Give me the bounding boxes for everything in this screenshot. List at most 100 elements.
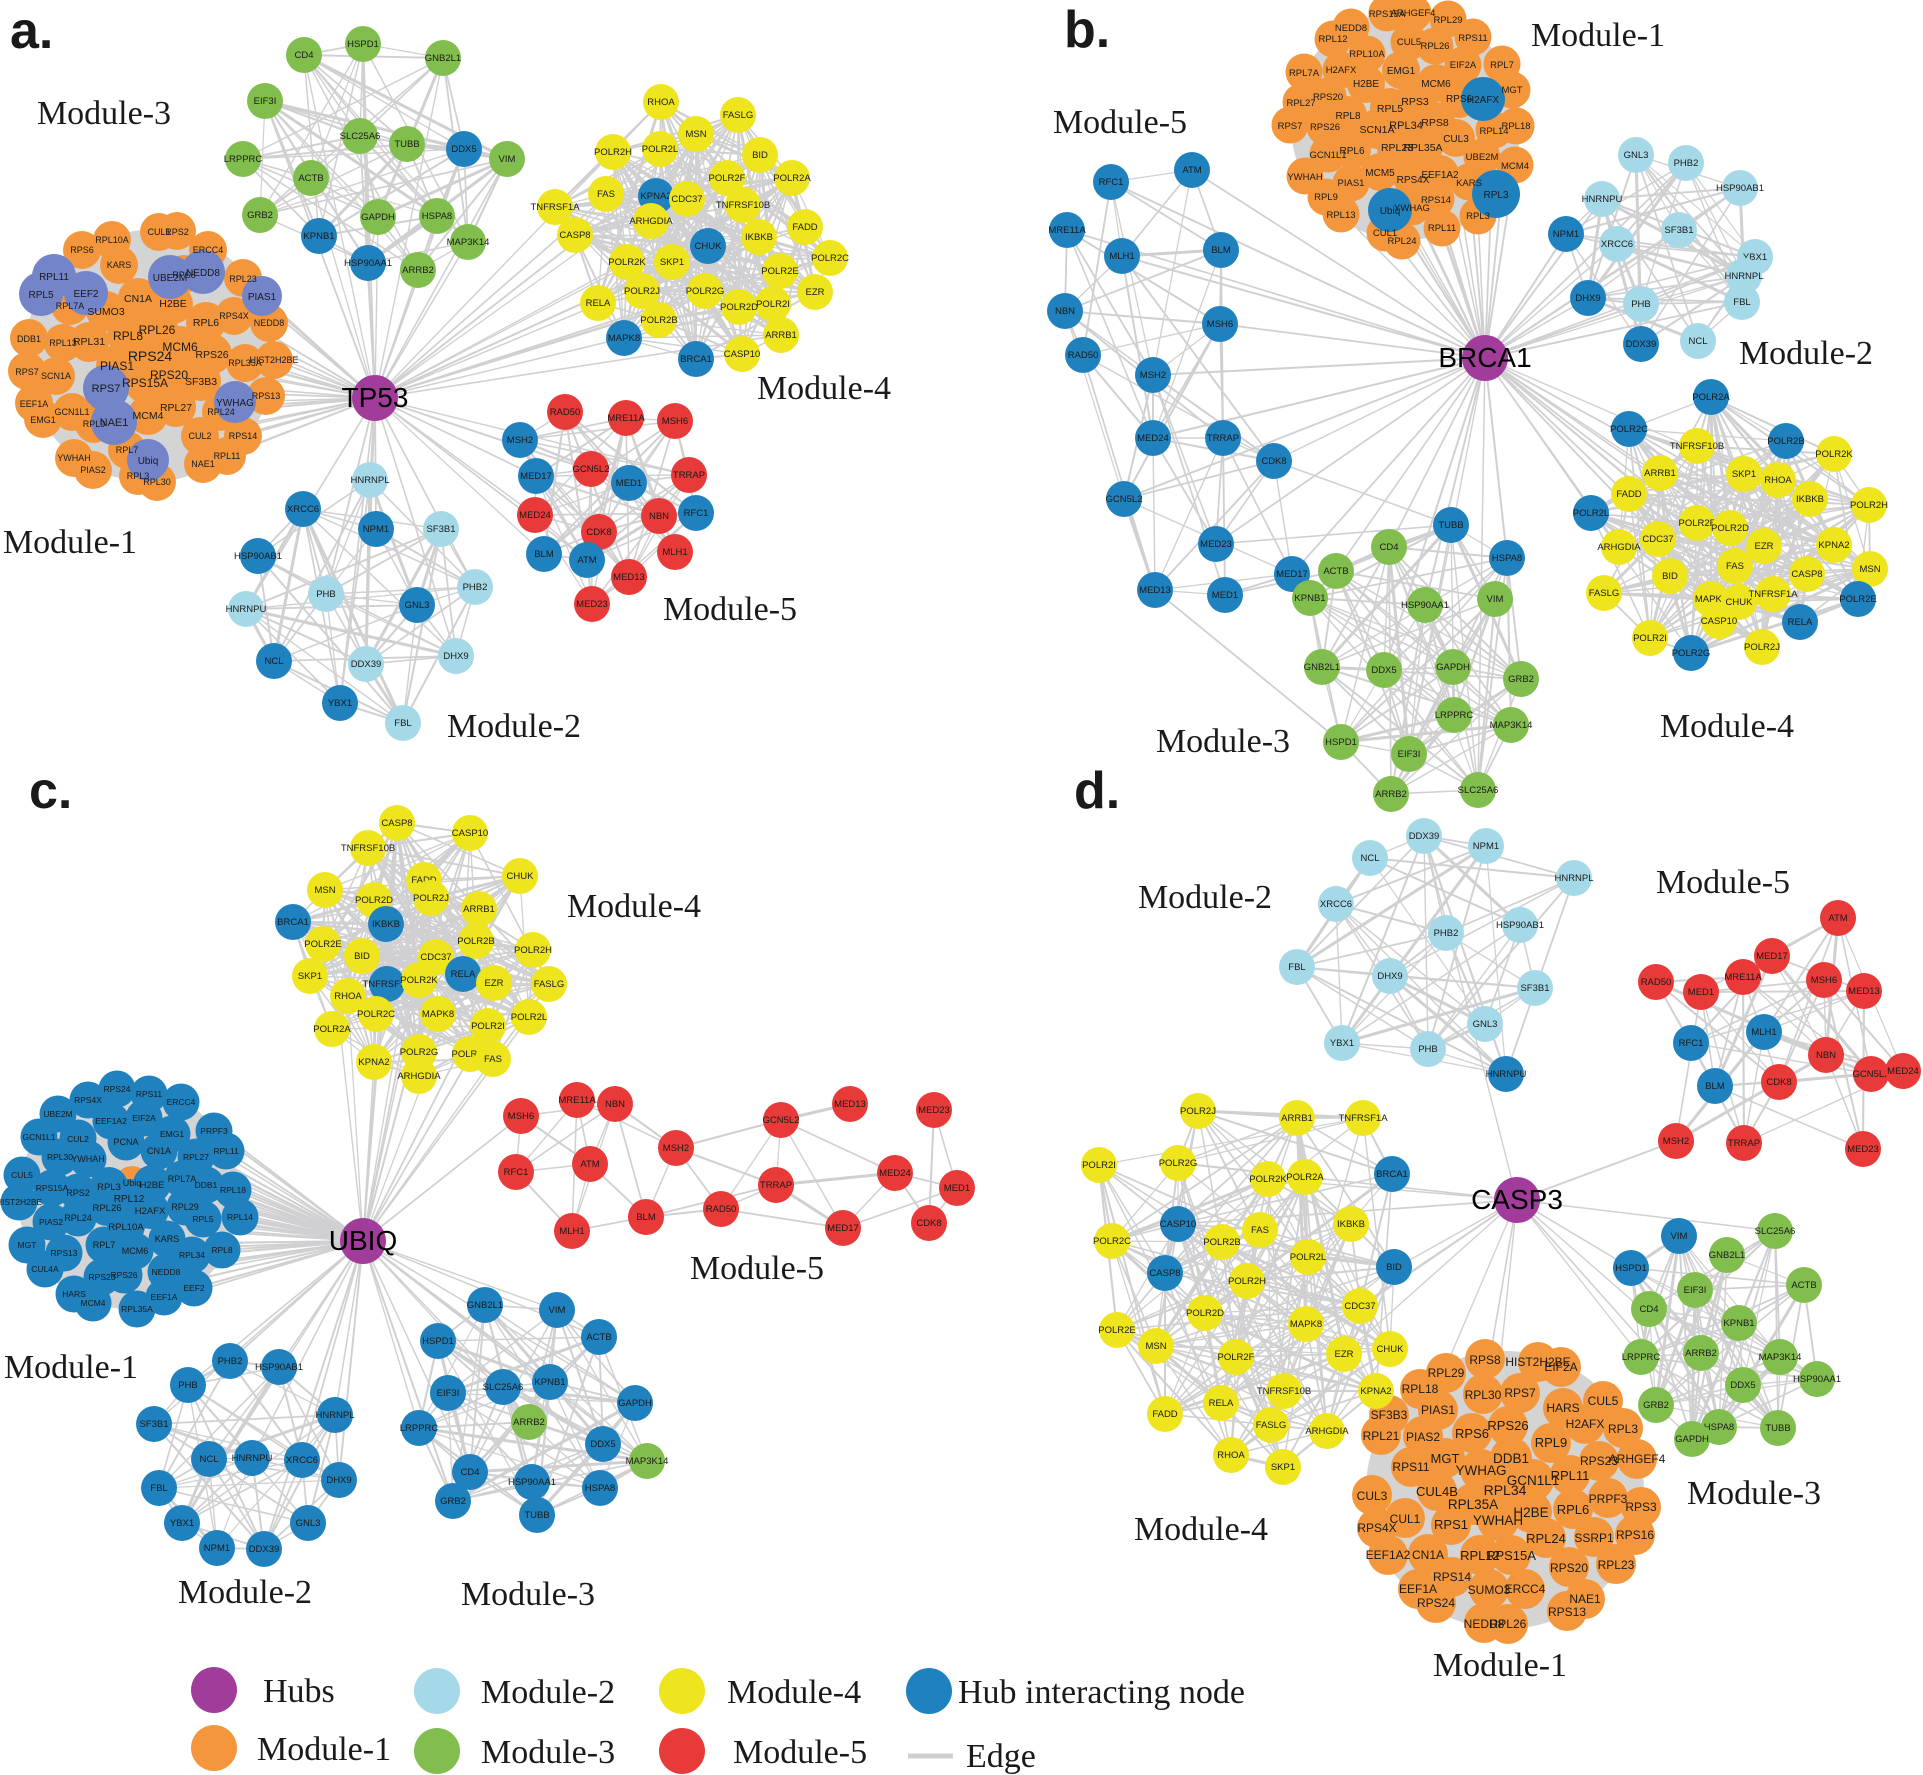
svg-text:POLR2H: POLR2H: [514, 945, 552, 956]
svg-text:POLR2I: POLR2I: [756, 299, 790, 310]
svg-text:RPS11: RPS11: [1392, 1460, 1429, 1474]
svg-text:RPL8: RPL8: [211, 1245, 233, 1255]
svg-text:RPL3: RPL3: [1483, 190, 1508, 201]
svg-text:MED13: MED13: [1848, 986, 1880, 997]
svg-text:RPL7: RPL7: [93, 1240, 116, 1250]
svg-text:RHOA: RHOA: [334, 991, 362, 1002]
svg-text:EEF1A2: EEF1A2: [1421, 170, 1459, 181]
svg-text:ATM: ATM: [577, 555, 596, 566]
svg-text:RPL24: RPL24: [1526, 1531, 1566, 1546]
svg-text:DDX5: DDX5: [1371, 665, 1396, 676]
svg-text:MED23: MED23: [1847, 1144, 1879, 1155]
svg-text:FADD: FADD: [411, 875, 436, 886]
svg-text:SKP1: SKP1: [1271, 1462, 1295, 1473]
svg-text:MED24: MED24: [879, 1168, 911, 1179]
svg-text:POLR2A: POLR2A: [1692, 392, 1730, 403]
svg-text:KPNA2: KPNA2: [1818, 540, 1849, 551]
svg-text:EMG1: EMG1: [30, 415, 56, 425]
svg-text:RPL23: RPL23: [229, 274, 257, 284]
svg-text:POLR2I: POLR2I: [1082, 1160, 1116, 1171]
svg-text:NAE1: NAE1: [100, 417, 129, 429]
svg-text:GNL3: GNL3: [296, 1518, 321, 1529]
svg-text:XRCC6: XRCC6: [1320, 899, 1352, 910]
svg-text:RPS26: RPS26: [1310, 122, 1340, 133]
svg-text:ERCC4: ERCC4: [1505, 1582, 1546, 1596]
svg-text:PHB: PHB: [1631, 299, 1651, 310]
svg-text:RPS26: RPS26: [1487, 1418, 1528, 1433]
svg-text:RAD50: RAD50: [550, 407, 581, 418]
svg-text:EEF2: EEF2: [73, 289, 98, 300]
svg-text:Module-5: Module-5: [733, 1734, 867, 1771]
svg-text:Module-3: Module-3: [1687, 1475, 1821, 1512]
svg-text:ARHGDIA: ARHGDIA: [629, 216, 673, 227]
svg-text:DHX9: DHX9: [1377, 971, 1402, 982]
svg-text:POLR2C: POLR2C: [1093, 1236, 1131, 1247]
svg-text:KARS: KARS: [1456, 178, 1482, 189]
svg-text:POLR2A: POLR2A: [773, 173, 811, 184]
svg-text:MSN: MSN: [1859, 564, 1880, 575]
svg-text:NPM1: NPM1: [1553, 229, 1579, 240]
svg-text:POLR2J: POLR2J: [1180, 1106, 1216, 1117]
svg-text:LRPPRC: LRPPRC: [400, 1423, 439, 1434]
svg-text:MED17: MED17: [827, 1223, 859, 1234]
svg-text:HIST2H2BE: HIST2H2BE: [0, 1197, 42, 1207]
svg-text:SF3B1: SF3B1: [139, 1419, 168, 1430]
svg-text:HSP90AB1: HSP90AB1: [1496, 920, 1544, 931]
svg-text:RPS4X: RPS4X: [219, 311, 249, 321]
svg-text:Module-4: Module-4: [1134, 1511, 1268, 1548]
svg-text:RPS7: RPS7: [1278, 121, 1303, 132]
svg-text:RPL23: RPL23: [1381, 142, 1413, 154]
svg-text:EZR: EZR: [1335, 1349, 1354, 1360]
svg-text:RFC1: RFC1: [1099, 177, 1124, 188]
svg-text:DDX39: DDX39: [249, 1544, 280, 1555]
svg-text:POLR2K: POLR2K: [608, 257, 646, 268]
svg-text:Module-3: Module-3: [481, 1734, 615, 1771]
svg-text:POLR2B: POLR2B: [1203, 1237, 1241, 1248]
svg-text:MED17: MED17: [1276, 569, 1308, 580]
svg-text:FAS: FAS: [597, 189, 615, 200]
svg-text:RPS7: RPS7: [15, 367, 39, 377]
svg-text:GCN1L1: GCN1L1: [1310, 150, 1347, 161]
svg-text:POLR2G: POLR2G: [1672, 648, 1711, 659]
svg-text:RPL12: RPL12: [1460, 1548, 1500, 1563]
svg-text:POLR2L: POLR2L: [1290, 1252, 1326, 1263]
svg-text:RPL5: RPL5: [1377, 103, 1403, 115]
svg-text:H2AFX: H2AFX: [135, 1206, 166, 1217]
svg-text:RPL18: RPL18: [220, 1185, 246, 1195]
svg-text:SF3B1: SF3B1: [426, 524, 455, 535]
svg-text:RPS14: RPS14: [1421, 195, 1451, 206]
svg-text:KPNA2: KPNA2: [1360, 1386, 1391, 1397]
svg-text:RPS14: RPS14: [1433, 1570, 1471, 1584]
svg-text:DDB1: DDB1: [195, 1180, 218, 1190]
svg-text:PIAS2: PIAS2: [39, 1217, 63, 1227]
svg-text:GRB2: GRB2: [247, 210, 273, 221]
svg-text:RPS15A: RPS15A: [36, 1183, 69, 1193]
svg-text:GCN1L1: GCN1L1: [22, 1132, 55, 1142]
svg-text:ARRB2: ARRB2: [1685, 1348, 1717, 1359]
svg-text:CDK8: CDK8: [916, 1218, 941, 1229]
svg-text:POLR2L: POLR2L: [642, 144, 678, 155]
svg-text:EEF1A: EEF1A: [1399, 1582, 1437, 1596]
svg-text:RPL30: RPL30: [47, 1152, 73, 1162]
svg-text:PRPF3: PRPF3: [1589, 1492, 1628, 1506]
svg-text:RPL6: RPL6: [1339, 146, 1364, 157]
svg-text:CUL4B: CUL4B: [1416, 1484, 1458, 1499]
svg-text:EIF2A: EIF2A: [132, 1113, 156, 1123]
svg-text:UBE2M: UBE2M: [153, 273, 187, 284]
svg-text:RPL26: RPL26: [139, 323, 176, 337]
svg-text:PIAS1: PIAS1: [100, 359, 134, 373]
svg-text:ATM: ATM: [1828, 913, 1847, 924]
svg-text:GNL3: GNL3: [1473, 1019, 1498, 1030]
svg-text:RFC1: RFC1: [1679, 1038, 1704, 1049]
svg-text:MRE11A: MRE11A: [607, 413, 645, 424]
svg-text:RPL30: RPL30: [1465, 1388, 1502, 1402]
svg-text:FADD: FADD: [792, 222, 817, 233]
svg-text:TNFRSF1A: TNFRSF1A: [1338, 1113, 1388, 1124]
svg-text:Module-4: Module-4: [1660, 708, 1794, 745]
svg-text:POLR2G: POLR2G: [686, 286, 725, 297]
svg-text:TNFRSF1A: TNFRSF1A: [1748, 589, 1798, 600]
svg-text:TP53: TP53: [342, 382, 409, 413]
svg-text:TNFRSF1A: TNFRSF1A: [530, 202, 580, 213]
svg-text:POLR2J: POLR2J: [624, 286, 660, 297]
svg-text:VIM: VIM: [549, 1305, 566, 1316]
